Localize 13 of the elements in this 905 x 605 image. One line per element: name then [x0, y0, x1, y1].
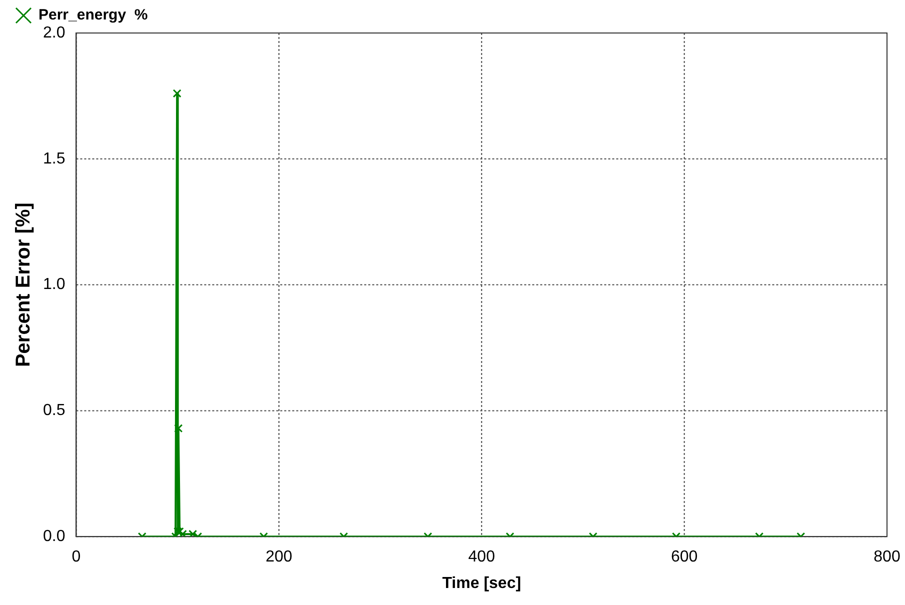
y-tick-label: 1.0 [42, 276, 66, 294]
y-tick-label: 0.5 [42, 402, 66, 420]
y-tick-label: 2.0 [42, 24, 66, 42]
legend-label: Perr_energy % [38, 6, 148, 24]
x-axis-title: Time [sec] [442, 574, 522, 592]
x-tick-label: 800 [874, 548, 900, 566]
y-tick-label: 0.0 [42, 528, 66, 546]
x-tick-label: 600 [670, 548, 698, 566]
x-tick-label: 200 [266, 548, 292, 566]
y-axis-title: Percent Error [%] [12, 202, 35, 368]
x-tick-label: 0 [72, 548, 81, 566]
y-tick-label: 1.5 [42, 150, 66, 168]
x-tick-label: 400 [468, 548, 496, 566]
